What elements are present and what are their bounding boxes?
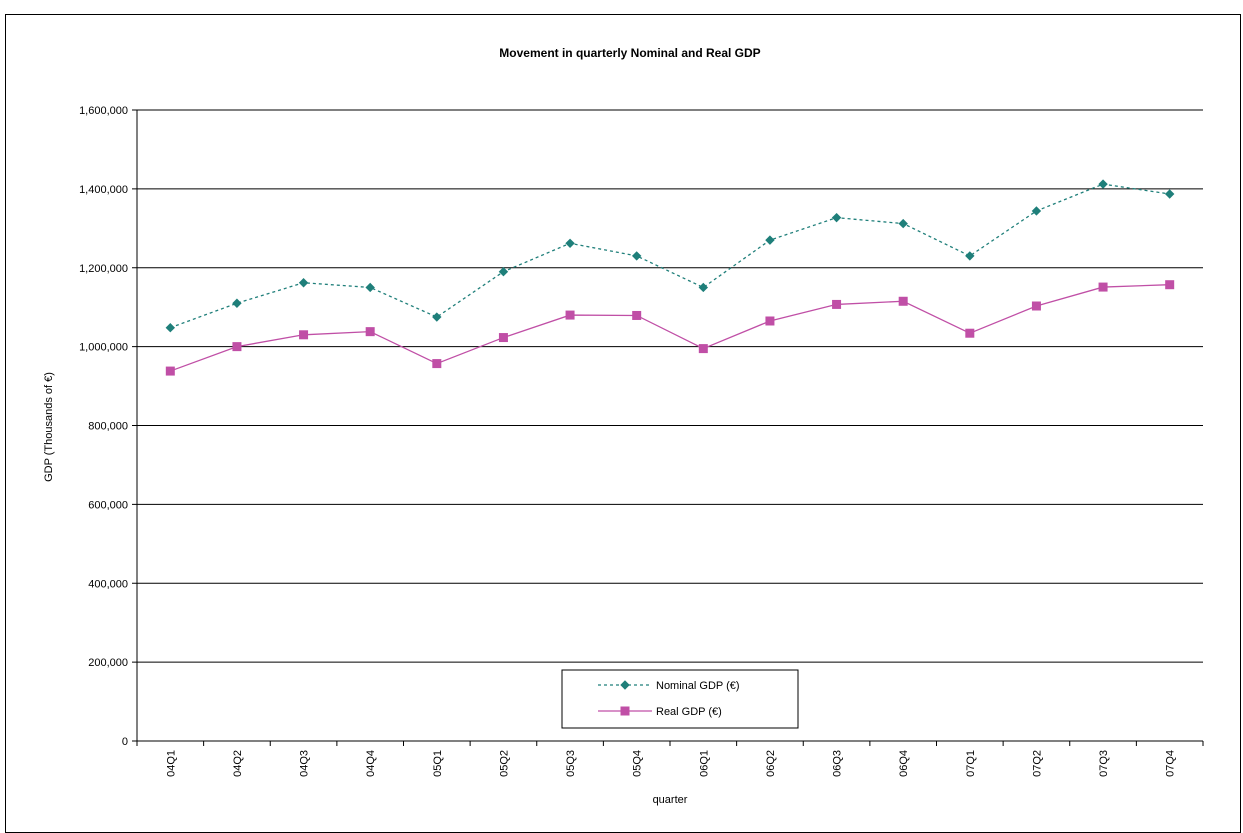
data-point [498, 333, 508, 343]
data-point [165, 322, 176, 333]
data-point [365, 327, 375, 337]
legend-marker [620, 680, 630, 690]
series-nominal-gdp [165, 179, 1175, 333]
data-point [765, 235, 775, 245]
x-tick-label: 07Q4 [1165, 750, 1177, 777]
data-point [698, 344, 708, 354]
data-point [1031, 206, 1042, 216]
chart-title: Movement in quarterly Nominal and Real G… [499, 46, 760, 60]
legend-box [561, 669, 799, 729]
data-point [1098, 179, 1108, 189]
data-point [432, 312, 442, 322]
x-tick-label: 06Q4 [898, 750, 910, 777]
x-tick-label: 05Q1 [432, 750, 444, 777]
y-tick-labels: 0 200,000 400,000 600,000 800,000 1,000,000 1,… [79, 105, 128, 748]
data-point [1165, 280, 1175, 290]
y-axis-title: GDP (Thousands of €) [43, 372, 55, 482]
data-point [965, 251, 975, 261]
x-tick-label: 06Q3 [832, 750, 844, 777]
legend-marker [620, 706, 630, 716]
y-tick-label: 1,000,000 [79, 342, 128, 354]
y-tick-label: 1,600,000 [79, 105, 128, 117]
series-real-gdp [165, 280, 1175, 376]
data-point [165, 366, 175, 376]
axes [132, 109, 1204, 746]
grid-lines [137, 109, 1203, 663]
data-point [832, 299, 842, 309]
x-tick-labels: 04Q1 04Q2 04Q3 04Q4 05Q1 05Q2 05Q3 05Q4 06Q1 06Q2… [165, 750, 1176, 777]
y-tick-label: 800,000 [88, 421, 128, 433]
x-tick-label: 04Q1 [165, 750, 177, 777]
x-tick-label: 05Q4 [632, 750, 644, 777]
data-point [898, 218, 908, 229]
data-point [565, 238, 575, 249]
data-point [365, 282, 375, 293]
series-line [170, 284, 1170, 372]
y-tick-label: 1,200,000 [79, 263, 128, 275]
y-tick-label: 600,000 [88, 499, 128, 511]
x-tick-label: 07Q3 [1098, 750, 1110, 777]
x-tick-label: 06Q2 [765, 750, 777, 777]
series-line [170, 183, 1170, 329]
data-point [698, 282, 709, 293]
legend: Nominal GDP (€) Real GDP (€) [561, 669, 799, 729]
data-point [432, 359, 442, 369]
data-point [232, 342, 242, 352]
data-point [1164, 189, 1175, 199]
y-tick-label: 400,000 [88, 578, 128, 590]
x-tick-label: 06Q1 [698, 750, 710, 777]
data-point [631, 251, 642, 261]
data-point [831, 212, 842, 223]
legend-label: Nominal GDP (€) [656, 680, 740, 692]
data-point [898, 296, 908, 306]
x-tick-label: 07Q1 [965, 750, 977, 777]
data-point [298, 278, 309, 288]
x-tick-label: 05Q3 [565, 750, 577, 777]
y-tick-label: 0 [122, 736, 128, 748]
data-point [232, 298, 242, 308]
data-point [765, 316, 775, 326]
x-tick-label: 07Q2 [1031, 750, 1043, 777]
data-point [1031, 301, 1041, 311]
data-point [965, 328, 975, 338]
y-tick-label: 1,400,000 [79, 184, 128, 196]
data-point [632, 310, 642, 320]
x-axis-title: quarter [653, 794, 688, 806]
legend-label: Real GDP (€) [656, 706, 722, 718]
y-tick-label: 200,000 [88, 657, 128, 669]
data-point [299, 330, 309, 340]
data-point [1098, 282, 1108, 292]
x-tick-label: 05Q2 [498, 750, 510, 777]
x-tick-label: 04Q4 [365, 750, 377, 777]
x-tick-label: 04Q2 [232, 750, 244, 777]
data-point [565, 310, 575, 320]
x-tick-label: 04Q3 [299, 750, 311, 777]
series-lines [165, 179, 1175, 376]
data-point [498, 266, 509, 277]
